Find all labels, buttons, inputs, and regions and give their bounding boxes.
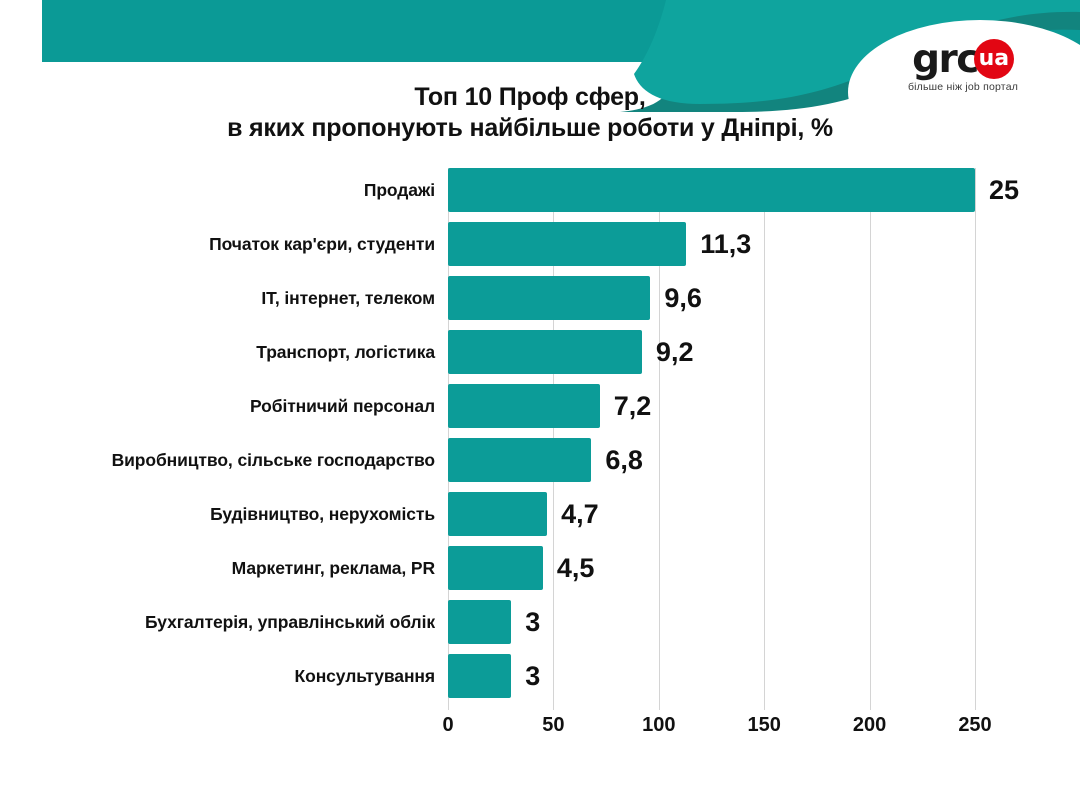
category-label: Консультування xyxy=(294,666,436,686)
logo-ua-badge: ua xyxy=(973,39,1014,79)
logo-backdrop xyxy=(848,20,1080,112)
x-tick-label: 0 xyxy=(442,714,454,736)
bar-value-label: 25 xyxy=(989,175,1020,205)
bar-row[interactable]: Початок кар'єри, студенти 11,3 xyxy=(0,222,1080,276)
chart-title-line-2: в яких пропонують найбільше роботи у Дні… xyxy=(227,114,833,143)
bar-row[interactable]: Продажі 25 xyxy=(0,168,1080,222)
logo-wordmark: grc xyxy=(912,36,979,82)
bar-row[interactable]: IT, інтернет, телеком 9,6 xyxy=(0,276,1080,330)
gridline-100 xyxy=(658,168,660,710)
x-tick-label: 150 xyxy=(747,714,781,736)
bar-row[interactable]: Маркетинг, реклама, PR 4,5 xyxy=(0,546,1080,600)
bar[interactable] xyxy=(448,492,548,536)
logo-tagline: більше ніж job портал xyxy=(907,81,1019,93)
bar-value-label: 6,8 xyxy=(605,445,643,475)
bar-rows: Продажі 25 Початок кар'єри, студенти 11,3 IT… xyxy=(0,168,1080,710)
brand-logo[interactable]: grc ua більше ніж job портал xyxy=(878,38,1048,100)
bar[interactable] xyxy=(448,546,543,590)
bar-value-label: 3 xyxy=(525,607,541,637)
x-axis: 0 50 100 150 200 250 xyxy=(442,714,991,748)
category-label: Робітничий персонал xyxy=(250,396,435,416)
category-label: Виробництво, сільське господарство xyxy=(111,450,436,470)
bar-value-label: 11,3 xyxy=(700,229,752,259)
bar-value-label: 3 xyxy=(525,661,541,691)
bar[interactable] xyxy=(448,222,687,266)
chart-title-line-1: Топ 10 Проф сфер, xyxy=(414,83,646,111)
bar-value-label: 4,7 xyxy=(561,499,599,529)
bar[interactable] xyxy=(448,384,600,428)
bar[interactable] xyxy=(448,654,512,698)
bar-value-label: 4,5 xyxy=(556,553,595,583)
bar-row[interactable]: Бухгалтерія, управлінський облік 3 xyxy=(0,600,1080,654)
bar-value-label: 9,6 xyxy=(664,283,702,313)
category-label: Маркетинг, реклама, PR xyxy=(231,558,435,578)
bar-row[interactable]: Транспорт, логістика 9,2 xyxy=(0,330,1080,384)
bar-row[interactable]: Виробництво, сільське господарство 6,8 xyxy=(0,438,1080,492)
logo-mark: grc ua xyxy=(878,38,1048,80)
gridline-250 xyxy=(975,168,976,710)
bar-value-label: 9,2 xyxy=(655,337,694,367)
bar-row[interactable]: Будівництво, нерухомість 4,7 xyxy=(0,492,1080,546)
category-label: Бухгалтерія, управлінський облік xyxy=(145,612,435,632)
x-tick-label: 250 xyxy=(958,714,992,736)
chart-title: Топ 10 Проф сфер, в яких пропонують найб… xyxy=(0,82,1060,145)
bar[interactable] xyxy=(448,330,642,374)
header-wave-graphic xyxy=(42,0,1080,112)
category-label: Продажі xyxy=(363,180,435,200)
x-tick-label: 200 xyxy=(852,714,887,736)
bar[interactable] xyxy=(448,600,512,644)
bar[interactable] xyxy=(448,168,975,212)
bar-value-label: 7,2 xyxy=(613,391,652,421)
x-tick-label: 50 xyxy=(542,714,565,736)
bar[interactable] xyxy=(448,276,651,320)
bar[interactable] xyxy=(448,438,592,482)
category-label: IT, інтернет, телеком xyxy=(261,288,435,308)
category-label: Будівництво, нерухомість xyxy=(210,504,435,524)
header-banner xyxy=(0,0,1080,112)
category-label: Початок кар'єри, студенти xyxy=(209,234,435,254)
category-label: Транспорт, логістика xyxy=(256,342,435,362)
gridline-200 xyxy=(869,168,871,710)
bar-row[interactable]: Консультування 3 xyxy=(0,654,1080,708)
bar-chart: Продажі 25 Початок кар'єри, студенти 11,3 IT… xyxy=(0,168,1080,748)
x-tick-label: 100 xyxy=(642,714,676,736)
bar-row[interactable]: Робітничий персонал 7,2 xyxy=(0,384,1080,438)
gridline-150 xyxy=(764,168,766,710)
